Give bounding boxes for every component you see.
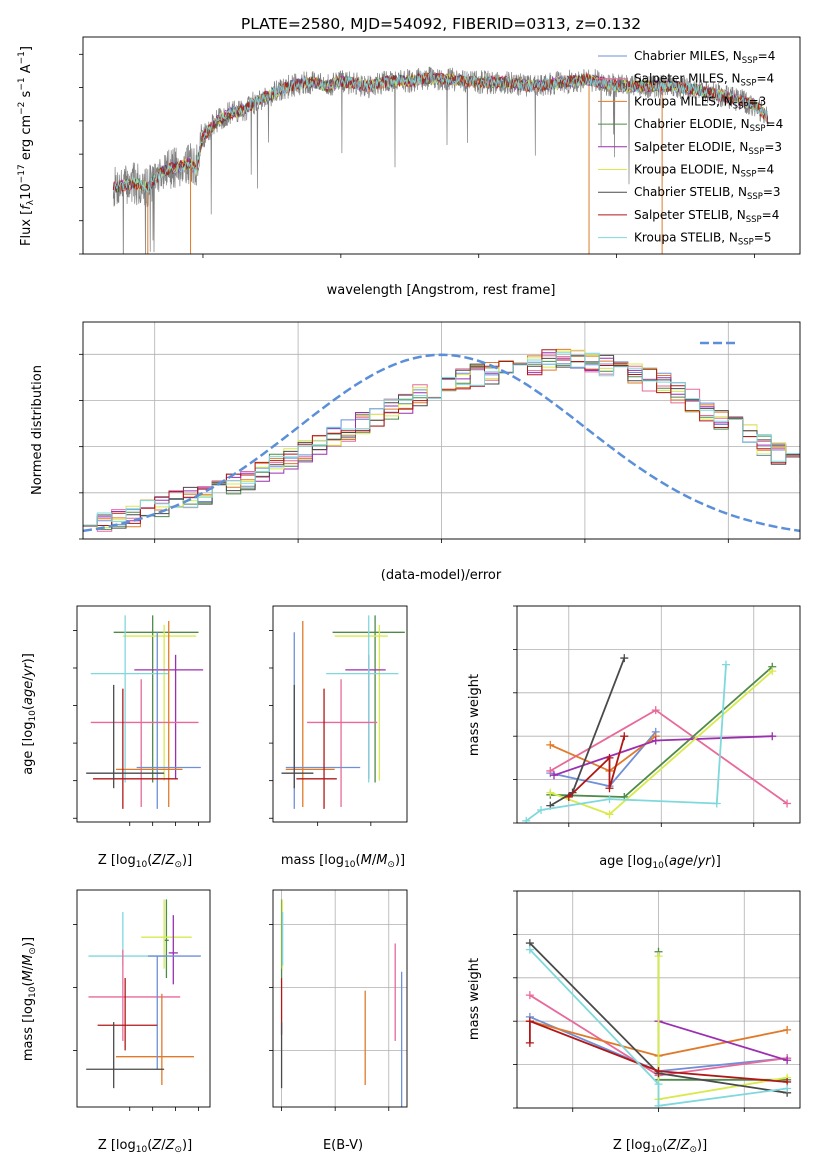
weight-point-marker [564, 792, 573, 801]
weight-series-line [529, 1019, 788, 1083]
age-z-ylabel: age [log10(age/yr)] [21, 653, 38, 775]
axes-frame [76, 889, 211, 1108]
weight-vs-age-panel: mass weight age [log10(age/yr)] [467, 605, 801, 871]
weight-point-marker [768, 732, 777, 741]
spectrum-panel: PLATE=2580, MJD=54092, FIBERID=0313, z=0… [17, 15, 801, 298]
weight-point-marker [783, 1025, 792, 1034]
weight-point-marker [605, 753, 614, 762]
axes-frame [272, 605, 408, 823]
age-vs-metallicity-panel: age [log10(age/yr)] Z [log10(Z/Z⊙)] [21, 605, 211, 870]
weight-z-xlabel: Z [log10(Z/Z⊙)] [613, 1138, 707, 1155]
weight-vs-metallicity-panel: mass weight Z [log10(Z/Z⊙)] [467, 890, 801, 1155]
legend-label: Salpeter ELODIE, NSSP=3 [634, 140, 782, 157]
axes-frame [82, 321, 801, 540]
weight-point-marker [783, 1084, 792, 1093]
weight-point-marker [651, 736, 660, 745]
weight-point-marker [605, 795, 614, 804]
weight-point-marker [546, 766, 555, 775]
weight-series-line [529, 948, 788, 1107]
residuals-xlabel: (data-model)/error [381, 568, 502, 583]
weight-lines [525, 939, 792, 1108]
legend-label: Chabrier STELIB, NSSP=3 [634, 185, 781, 202]
model-fit-line [112, 71, 769, 195]
weight-series-line [658, 1020, 788, 1062]
weight-point-marker [605, 784, 614, 793]
mass-ebv-xlabel: E(B-V) [323, 1138, 363, 1153]
legend-label: Chabrier ELODIE, NSSP=4 [634, 117, 783, 134]
residual-histogram-series [83, 352, 800, 526]
weight-point-marker [546, 788, 555, 797]
weight-lines [522, 654, 792, 823]
mass-z-xlabel: Z [log10(Z/Z⊙)] [98, 1138, 192, 1155]
axes-frame [516, 605, 801, 824]
spectrum-title: PLATE=2580, MJD=54092, FIBERID=0313, z=0… [241, 15, 641, 33]
weight-point-marker [525, 1038, 534, 1047]
weight-point-marker [783, 799, 792, 808]
legend-label: Kroupa MILES, NSSP=3 [634, 94, 766, 111]
legend-label: Kroupa STELIB, NSSP=5 [634, 231, 772, 248]
spectrum-lines [112, 66, 769, 254]
model-fit-line [112, 72, 769, 194]
axes-frame [82, 36, 801, 255]
weight-age-ylabel: mass weight [467, 674, 482, 756]
legend-label: Kroupa ELODIE, NSSP=4 [634, 163, 774, 180]
error-bars [281, 615, 405, 809]
weight-point-marker [768, 667, 777, 676]
error-bars [86, 899, 201, 1089]
age-mass-xlabel: mass [log10(M/M⊙)] [281, 853, 405, 870]
spectrum-xlabel: wavelength [Angstrom, rest frame] [327, 283, 556, 298]
weight-point-marker [654, 952, 663, 961]
weight-point-marker [525, 1017, 534, 1026]
age-vs-mass-panel: mass [log10(M/M⊙)] [269, 605, 408, 870]
weight-point-marker [620, 654, 629, 663]
axes-frame [516, 890, 801, 1109]
weight-point-marker [722, 660, 731, 669]
legend-label: Salpeter MILES, NSSP=4 [634, 72, 774, 89]
weight-point-marker [783, 1056, 792, 1065]
weight-point-marker [654, 1067, 663, 1076]
weight-point-marker [525, 991, 534, 1000]
weight-age-xlabel: age [log10(age/yr)] [599, 854, 721, 871]
weight-z-ylabel: mass weight [467, 958, 482, 1040]
weight-point-marker [712, 799, 721, 808]
error-bars [280, 899, 403, 1107]
residuals-ylabel: Normed distribution [30, 365, 45, 495]
mass-vs-ebv-panel: E(B-V) [269, 889, 408, 1153]
weight-point-marker [605, 810, 614, 819]
weight-point-marker [522, 816, 531, 823]
weight-series-line [568, 735, 626, 798]
histogram-steps [83, 348, 800, 533]
weight-point-marker [620, 732, 629, 741]
mass-vs-metallicity-panel: mass [log10(M/M⊙)] Z [log10(Z/Z⊙)] [21, 889, 211, 1155]
legend-label: Salpeter STELIB, NSSP=4 [634, 208, 779, 225]
error-bars [86, 615, 204, 809]
weight-point-marker [546, 740, 555, 749]
mass-z-ylabel: mass [log10(M/M⊙)] [21, 937, 38, 1061]
axes-frame [272, 889, 408, 1108]
residual-histogram-panel: (data-model)/error Normed distribution [30, 321, 801, 583]
weight-point-marker [549, 771, 558, 780]
weight-point-marker [654, 1101, 663, 1108]
spectrum-ylabel: Flux [fλ10−17 erg cm−2 s−1 A−1] [17, 46, 36, 246]
weight-point-marker [525, 945, 534, 954]
axes-frame [76, 605, 211, 823]
residual-histogram-series [83, 349, 800, 526]
weight-point-marker [537, 805, 546, 814]
legend-label: Chabrier MILES, NSSP=4 [634, 49, 775, 66]
age-z-xlabel: Z [log10(Z/Z⊙)] [98, 853, 192, 870]
gaussian-curve [83, 353, 800, 533]
weight-point-marker [654, 1080, 663, 1089]
weight-point-marker [651, 706, 660, 715]
